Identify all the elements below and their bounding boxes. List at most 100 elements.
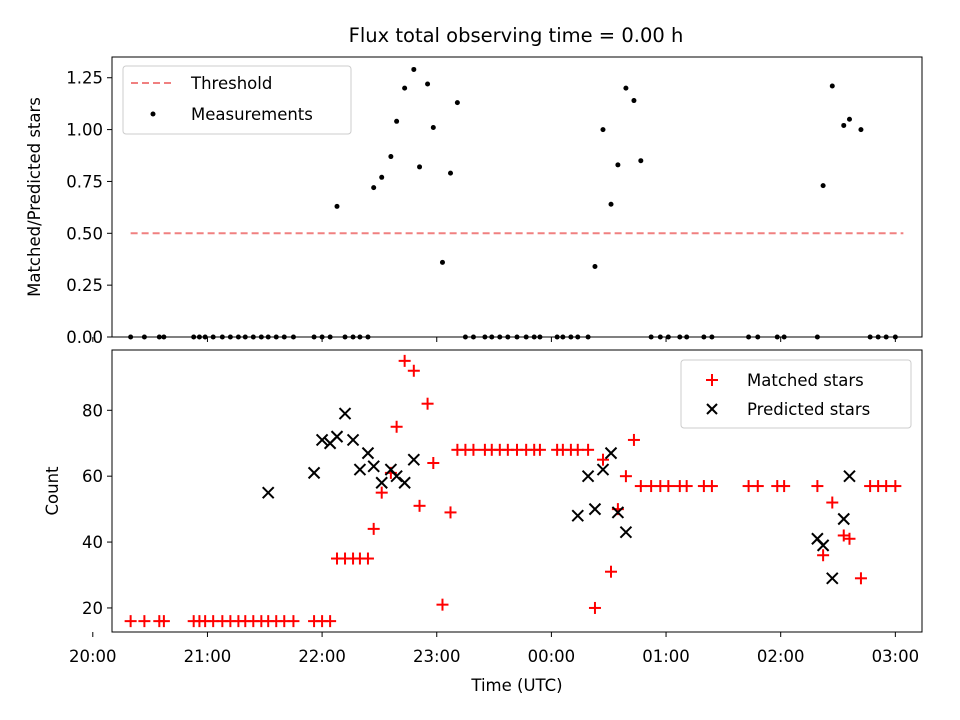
predicted-star-point [346, 433, 360, 447]
matched-star-point [811, 480, 824, 493]
matched-star-point [778, 480, 791, 493]
measurement-point [371, 185, 377, 191]
matched-star-point [596, 453, 609, 466]
measurement-point [411, 66, 417, 72]
matched-star-point [413, 499, 426, 512]
count-y-axis-label: Count [43, 466, 62, 516]
ratio-panel: Flux total observing time = 0.00 h 0.000… [25, 24, 923, 347]
ratio-y-tick-label: 0.50 [66, 224, 103, 243]
ratio-panel-title: Flux total observing time = 0.00 h [349, 24, 684, 47]
time-x-tick-label: 00:00 [528, 647, 576, 666]
measurement-point [430, 125, 436, 131]
measurement-point [846, 116, 852, 122]
measurement-point [417, 164, 423, 170]
measurement-point [615, 162, 621, 168]
predicted-star-point [398, 476, 411, 489]
matched-star-point [367, 522, 380, 535]
measurement-point [638, 158, 644, 164]
predicted-legend-label: Predicted stars [747, 400, 870, 419]
ratio-y-tick-label: 0.00 [66, 328, 103, 347]
ratio-y-axis-label: Matched/Predicted stars [25, 97, 44, 297]
matched-star-point [390, 420, 403, 433]
matched-star-point [157, 615, 170, 628]
time-x-tick-label: 22:00 [298, 647, 346, 666]
count-y-tick-label: 80 [82, 401, 103, 420]
matched-star-point [826, 496, 839, 509]
predicted-star-point [571, 509, 584, 522]
predicted-star-point [262, 486, 275, 499]
ratio-y-tick-label: 1.25 [66, 69, 103, 88]
predicted-star-point [604, 446, 618, 460]
predicted-star-point [307, 466, 321, 480]
time-axis-label: Time (UTC) [470, 676, 562, 695]
matched-star-point [421, 397, 434, 410]
matched-star-point [662, 480, 675, 493]
count-x-axis: 20:00 21:00 22:00 23:00 00:00 01:00 02:00 03:00 [69, 632, 919, 666]
measurement-point [454, 100, 460, 106]
measurement-point [858, 127, 864, 133]
matched-star-point [854, 572, 867, 585]
predicted-star-point [837, 512, 850, 526]
measurement-point [439, 259, 445, 265]
predicted-star-point [407, 453, 421, 466]
ratio-y-axis: 0.00 0.25 0.50 0.75 1.00 1.25 [66, 69, 112, 347]
measurements-legend-marker [150, 111, 156, 117]
predicted-star-point [330, 430, 344, 443]
ratio-legend: Threshold Measurements [122, 65, 352, 135]
measurement-point [608, 201, 614, 207]
measurement-point [402, 85, 408, 91]
count-panel-frame [111, 349, 923, 633]
matched-legend-marker [706, 374, 718, 386]
ratio-y-tick-label: 0.25 [66, 276, 103, 295]
measurement-point [394, 118, 400, 124]
predicted-star-point [596, 463, 610, 476]
matched-star-point [407, 364, 420, 377]
measurement-point [388, 154, 394, 160]
matched-star-point [889, 480, 902, 493]
matched-star-point [444, 506, 457, 519]
predicted-star-point [826, 572, 839, 585]
measurement-point [425, 81, 431, 87]
matched-star-point [582, 443, 595, 456]
threshold-legend-label: Threshold [190, 74, 272, 93]
ratio-y-tick-label: 1.00 [66, 121, 103, 140]
measurement-point [820, 183, 826, 189]
predicted-star-point [315, 433, 329, 447]
count-y-tick-label: 20 [82, 599, 103, 618]
matched-star-point [361, 552, 374, 565]
matched-star-point [287, 615, 300, 628]
count-y-tick-label: 60 [82, 467, 103, 486]
matched-star-point [619, 470, 632, 483]
matched-star-point [533, 443, 546, 456]
ratio-y-tick-label: 0.75 [66, 172, 103, 191]
time-x-tick-label: 03:00 [872, 647, 920, 666]
measurement-point [829, 83, 835, 89]
time-x-tick-label: 21:00 [184, 647, 232, 666]
matched-star-point [751, 480, 764, 493]
count-y-tick-label: 40 [82, 533, 103, 552]
count-legend: Matched stars Predicted stars [680, 359, 912, 429]
count-plot-area [124, 354, 902, 628]
predicted-star-point [611, 506, 625, 519]
predicted-star-point [353, 463, 367, 476]
measurement-point [448, 170, 454, 176]
predicted-star-point [581, 469, 595, 483]
count-y-axis: 20 40 60 80 [82, 401, 112, 618]
predicted-star-point [390, 469, 403, 483]
time-x-tick-label: 01:00 [642, 647, 690, 666]
matched-star-point [605, 565, 618, 578]
matched-star-point [138, 615, 151, 628]
matched-star-point [467, 443, 480, 456]
measurement-point [623, 85, 629, 91]
ratio-legend-box [122, 65, 352, 135]
measurement-point [592, 263, 598, 269]
predicted-legend-marker [706, 403, 718, 415]
measurement-point [600, 127, 606, 133]
matched-star-point [588, 601, 601, 614]
time-x-tick-label: 02:00 [757, 647, 805, 666]
time-x-tick-label: 23:00 [413, 647, 461, 666]
count-legend-box [680, 359, 912, 429]
ratio-plot-area [128, 66, 904, 340]
matched-star-point [634, 480, 647, 493]
